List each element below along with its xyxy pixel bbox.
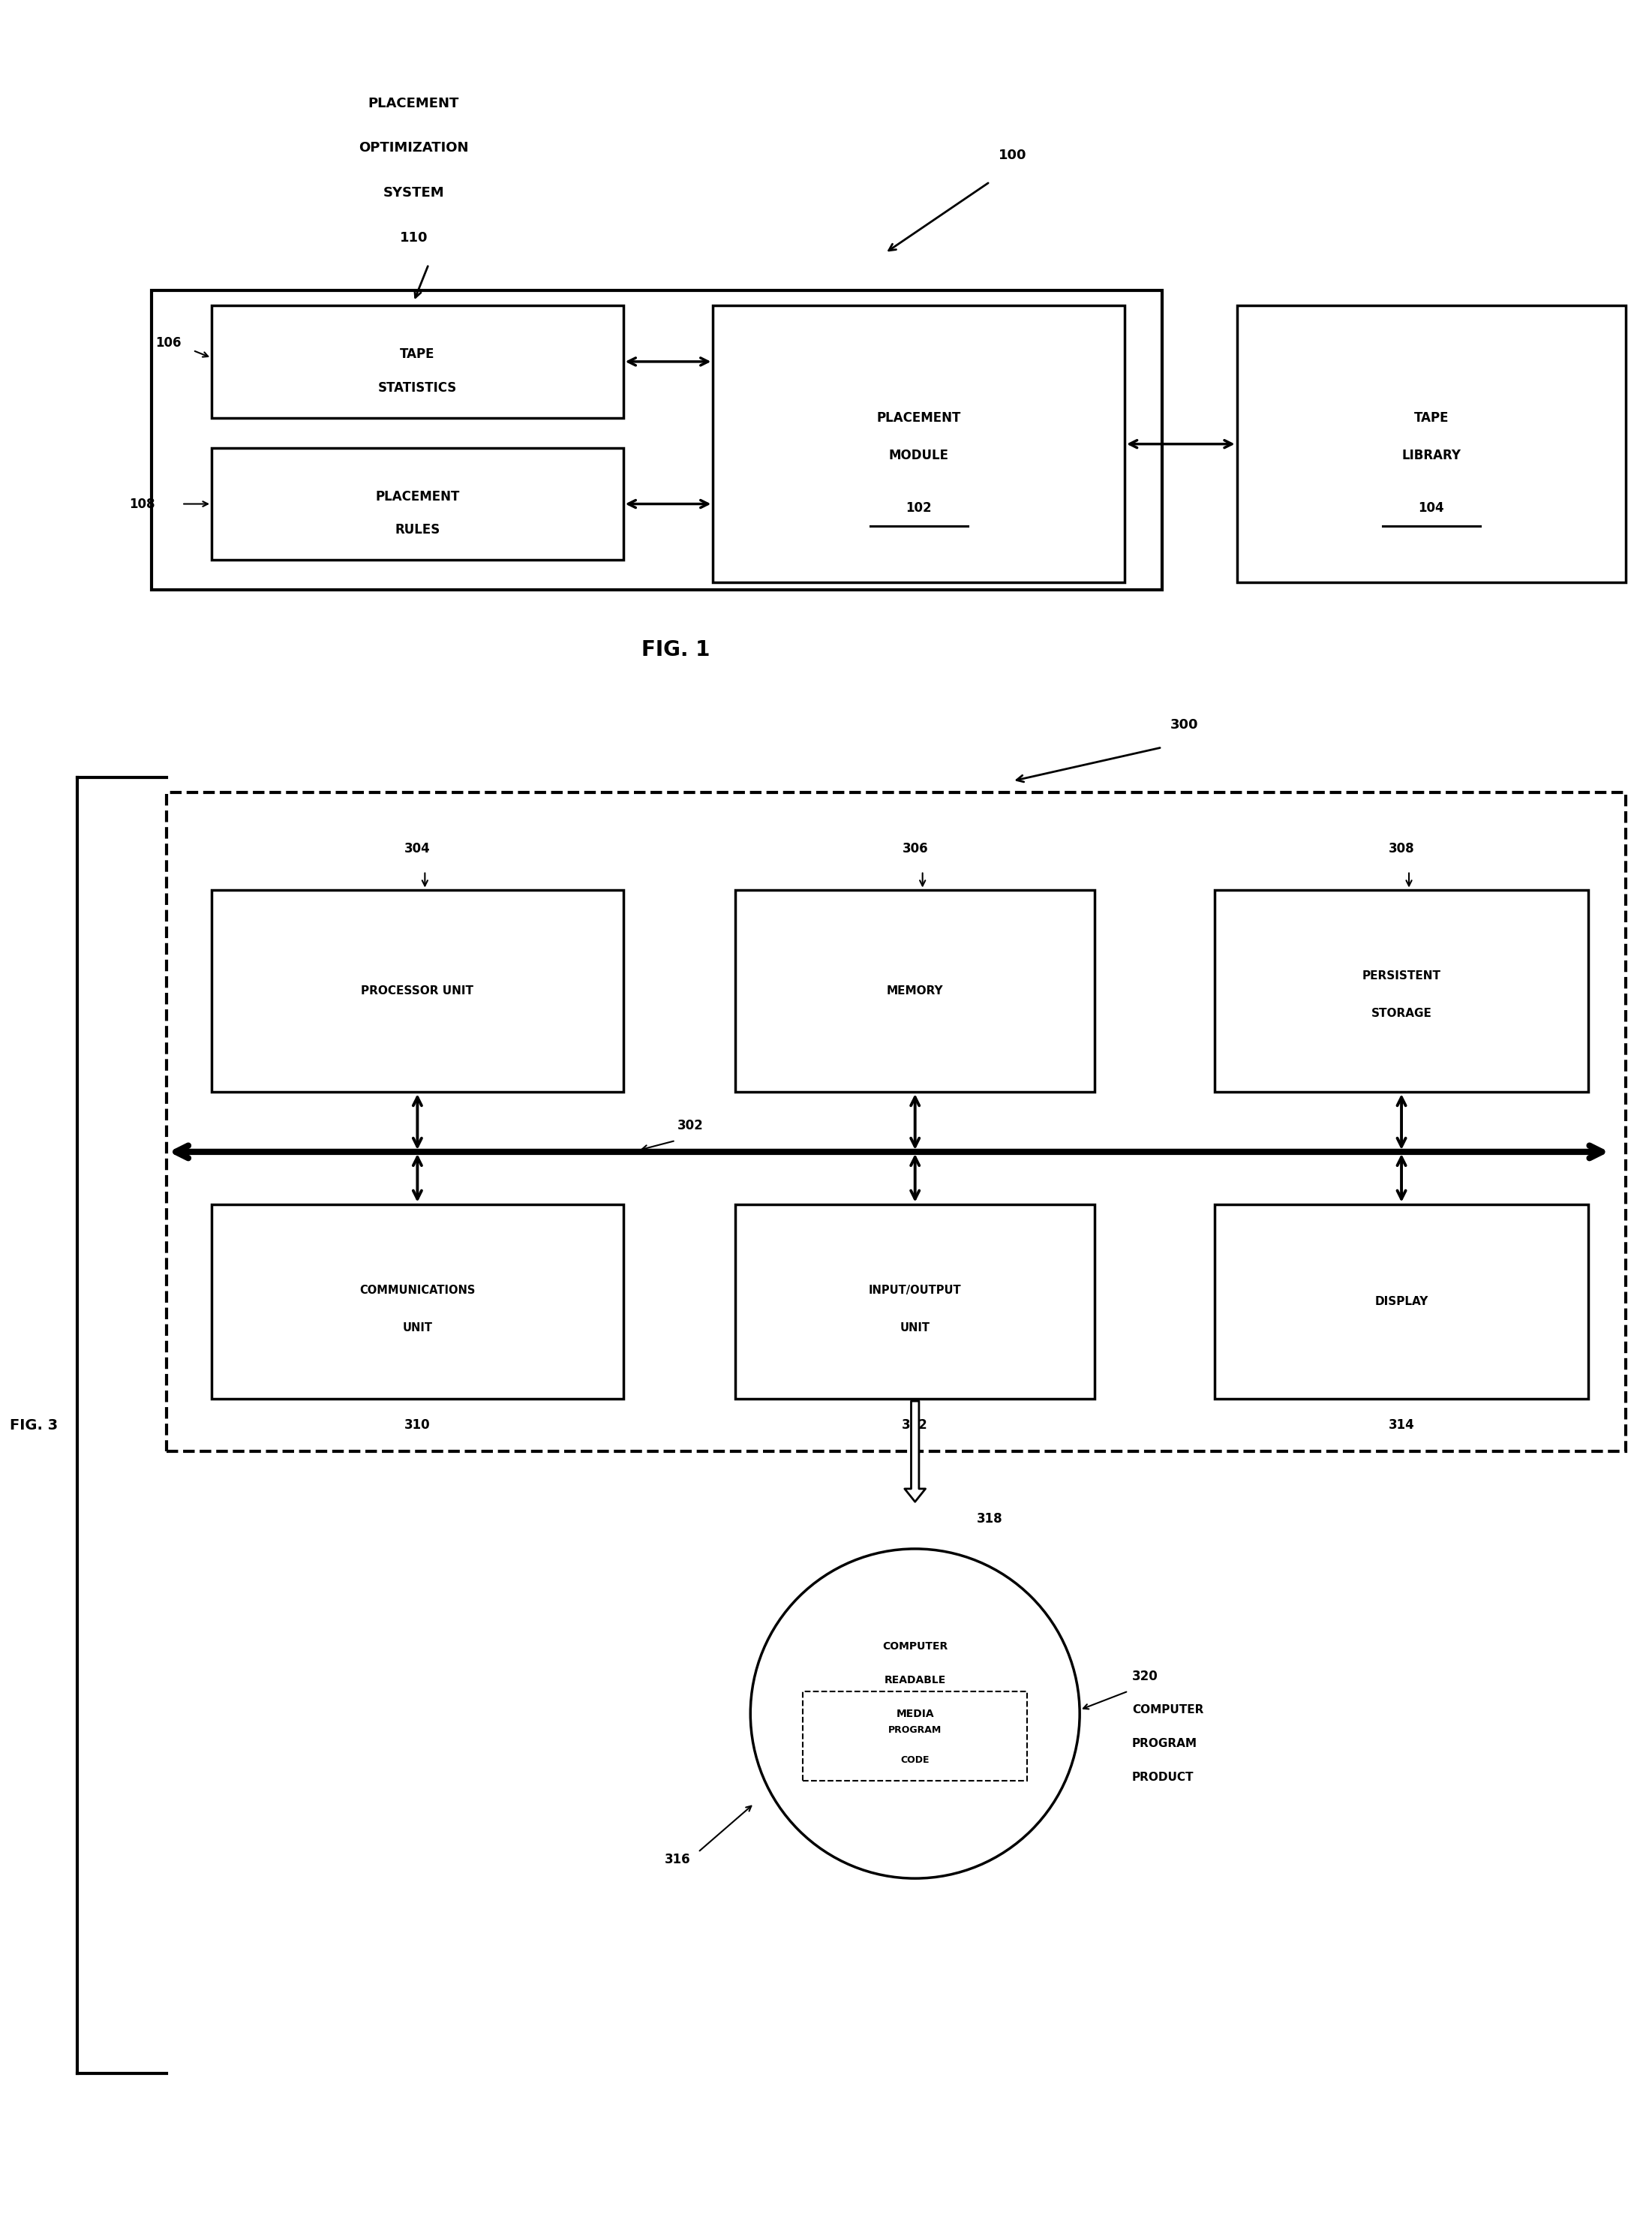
Bar: [152, 291, 1161, 589]
Text: 306: 306: [902, 842, 928, 856]
Text: INPUT/OUTPUT: INPUT/OUTPUT: [869, 1286, 961, 1297]
Text: PLACEMENT: PLACEMENT: [877, 410, 961, 426]
Text: PROGRAM: PROGRAM: [889, 1725, 942, 1736]
Text: FIG. 1: FIG. 1: [641, 638, 710, 661]
Text: 318: 318: [976, 1512, 1003, 1525]
Text: 300: 300: [1170, 719, 1198, 732]
Text: PERSISTENT: PERSISTENT: [1363, 970, 1441, 981]
Text: UNIT: UNIT: [403, 1322, 433, 1333]
Text: 304: 304: [405, 842, 431, 856]
Text: 104: 104: [1419, 502, 1444, 515]
Bar: [803, 1691, 1028, 1781]
Bar: [1214, 1205, 1589, 1400]
Text: 100: 100: [998, 148, 1026, 161]
Text: OPTIMIZATION: OPTIMIZATION: [358, 141, 469, 155]
Bar: [211, 448, 623, 560]
Text: PROGRAM: PROGRAM: [1132, 1738, 1198, 1749]
Text: MEMORY: MEMORY: [887, 986, 943, 997]
Text: TAPE: TAPE: [1414, 410, 1449, 426]
Text: PRODUCT: PRODUCT: [1132, 1772, 1194, 1783]
Text: 308: 308: [1388, 842, 1414, 856]
Bar: [735, 889, 1095, 1091]
Text: COMPUTER: COMPUTER: [882, 1642, 948, 1651]
Text: LIBRARY: LIBRARY: [1403, 448, 1460, 461]
Text: CODE: CODE: [900, 1756, 930, 1765]
Text: 106: 106: [155, 336, 182, 349]
Bar: [211, 889, 623, 1091]
Text: STORAGE: STORAGE: [1371, 1008, 1432, 1019]
Text: READABLE: READABLE: [884, 1676, 947, 1684]
Bar: [735, 1205, 1095, 1400]
Text: FIG. 3: FIG. 3: [10, 1418, 58, 1431]
Bar: [211, 305, 623, 419]
Text: MODULE: MODULE: [889, 448, 948, 461]
Text: 102: 102: [905, 502, 932, 515]
Text: UNIT: UNIT: [900, 1322, 930, 1333]
Text: MEDIA: MEDIA: [895, 1709, 933, 1718]
Bar: [1237, 305, 1626, 582]
Text: 314: 314: [1388, 1418, 1414, 1431]
Text: PROCESSOR UNIT: PROCESSOR UNIT: [362, 986, 474, 997]
Text: 312: 312: [902, 1418, 928, 1431]
Text: 110: 110: [400, 231, 428, 244]
Bar: [1214, 889, 1589, 1091]
Text: 302: 302: [677, 1118, 704, 1133]
Bar: [167, 793, 1626, 1452]
Bar: [714, 305, 1125, 582]
Text: SYSTEM: SYSTEM: [383, 186, 444, 199]
Text: 310: 310: [405, 1418, 431, 1431]
Text: COMPUTER: COMPUTER: [1132, 1705, 1204, 1716]
Text: 108: 108: [129, 497, 155, 511]
Text: PLACEMENT: PLACEMENT: [375, 491, 459, 504]
Text: STATISTICS: STATISTICS: [378, 381, 458, 394]
Text: RULES: RULES: [395, 524, 439, 538]
Text: 316: 316: [664, 1852, 691, 1866]
Text: PLACEMENT: PLACEMENT: [368, 96, 459, 110]
Bar: [211, 1205, 623, 1400]
Text: TAPE: TAPE: [400, 347, 434, 361]
Text: DISPLAY: DISPLAY: [1374, 1297, 1429, 1308]
Text: COMMUNICATIONS: COMMUNICATIONS: [360, 1286, 476, 1297]
Text: 320: 320: [1132, 1669, 1158, 1682]
